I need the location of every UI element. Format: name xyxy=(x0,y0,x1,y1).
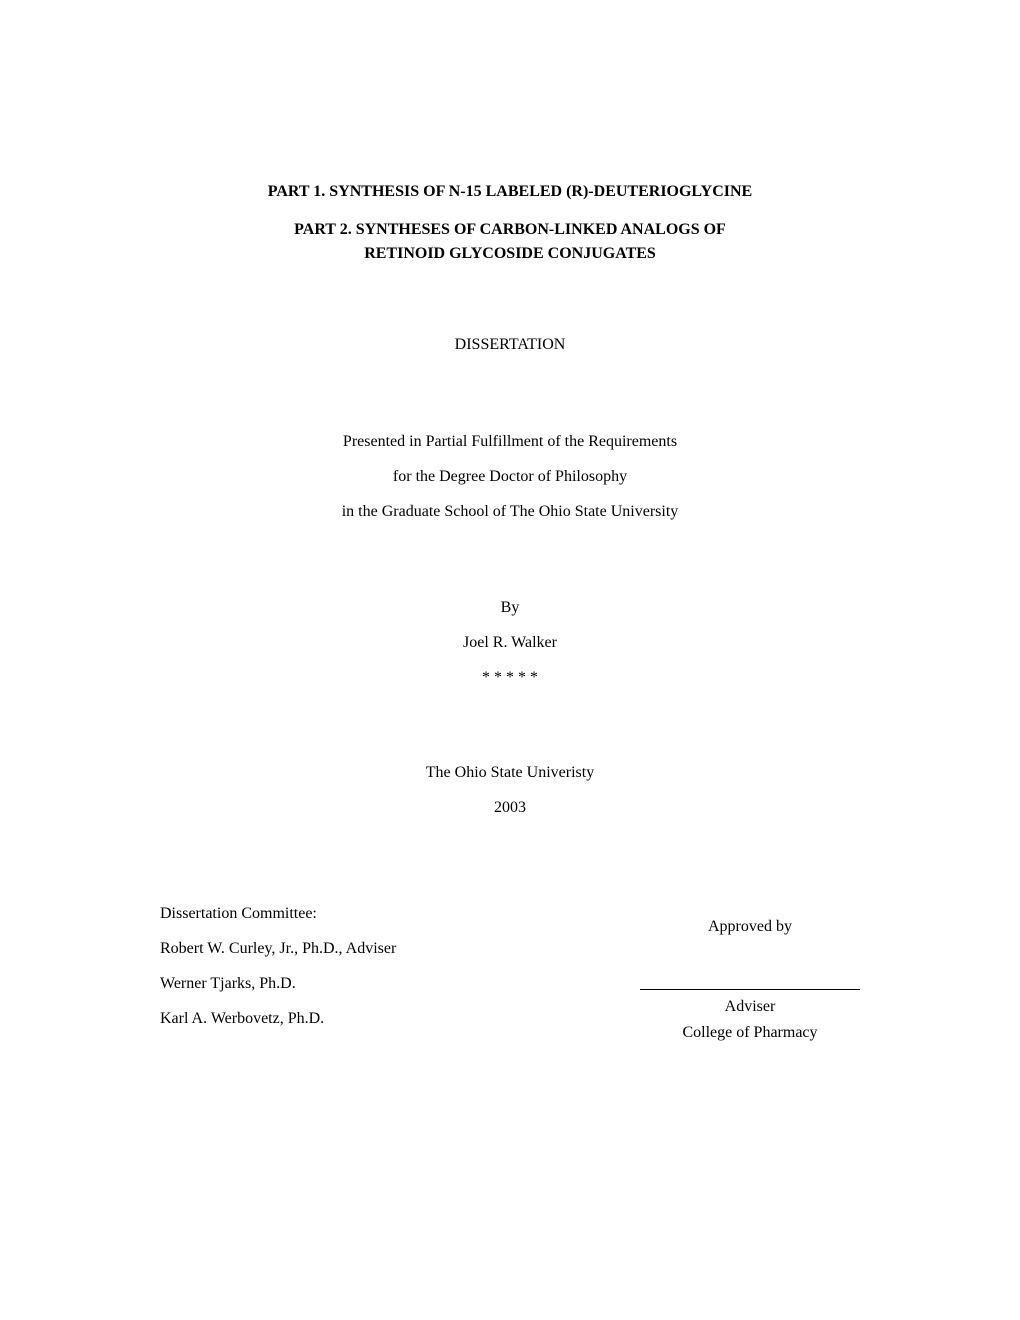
title-part1: PART 1. SYNTHESIS OF N-15 LABELED (R)-DE… xyxy=(150,180,870,204)
committee-heading: Dissertation Committee: xyxy=(160,896,396,931)
fulfillment-line1: Presented in Partial Fulfillment of the … xyxy=(150,424,870,459)
committee-block: Dissertation Committee: Robert W. Curley… xyxy=(160,896,396,1037)
bottom-section: Dissertation Committee: Robert W. Curley… xyxy=(150,896,870,1046)
fulfillment-line3: in the Graduate School of The Ohio State… xyxy=(150,494,870,529)
institution-block: The Ohio State Univeristy 2003 xyxy=(150,755,870,825)
title-block: PART 1. SYNTHESIS OF N-15 LABELED (R)-DE… xyxy=(150,180,870,266)
committee-member: Werner Tjarks, Ph.D. xyxy=(160,966,396,1001)
by-label: By xyxy=(150,590,870,625)
adviser-label: Adviser xyxy=(640,994,860,1020)
approval-block: Approved by Adviser College of Pharmacy xyxy=(640,896,860,1046)
title-part2-line1: PART 2. SYNTHESES OF CARBON-LINKED ANALO… xyxy=(150,218,870,242)
fulfillment-block: Presented in Partial Fulfillment of the … xyxy=(150,424,870,530)
separator: * * * * * xyxy=(150,660,870,695)
document-type: DISSERTATION xyxy=(150,336,870,354)
fulfillment-line2: for the Degree Doctor of Philosophy xyxy=(150,459,870,494)
title-part2-line2: RETINOID GLYCOSIDE CONJUGATES xyxy=(150,242,870,266)
author-name: Joel R. Walker xyxy=(150,625,870,660)
signature-line xyxy=(640,989,860,990)
college-label: College of Pharmacy xyxy=(640,1020,860,1046)
approved-by-label: Approved by xyxy=(640,914,860,940)
title-part2: PART 2. SYNTHESES OF CARBON-LINKED ANALO… xyxy=(150,218,870,266)
year: 2003 xyxy=(150,790,870,825)
committee-member: Robert W. Curley, Jr., Ph.D., Adviser xyxy=(160,931,396,966)
institution-name: The Ohio State Univeristy xyxy=(150,755,870,790)
author-block: By Joel R. Walker * * * * * xyxy=(150,590,870,696)
committee-member: Karl A. Werbovetz, Ph.D. xyxy=(160,1001,396,1036)
